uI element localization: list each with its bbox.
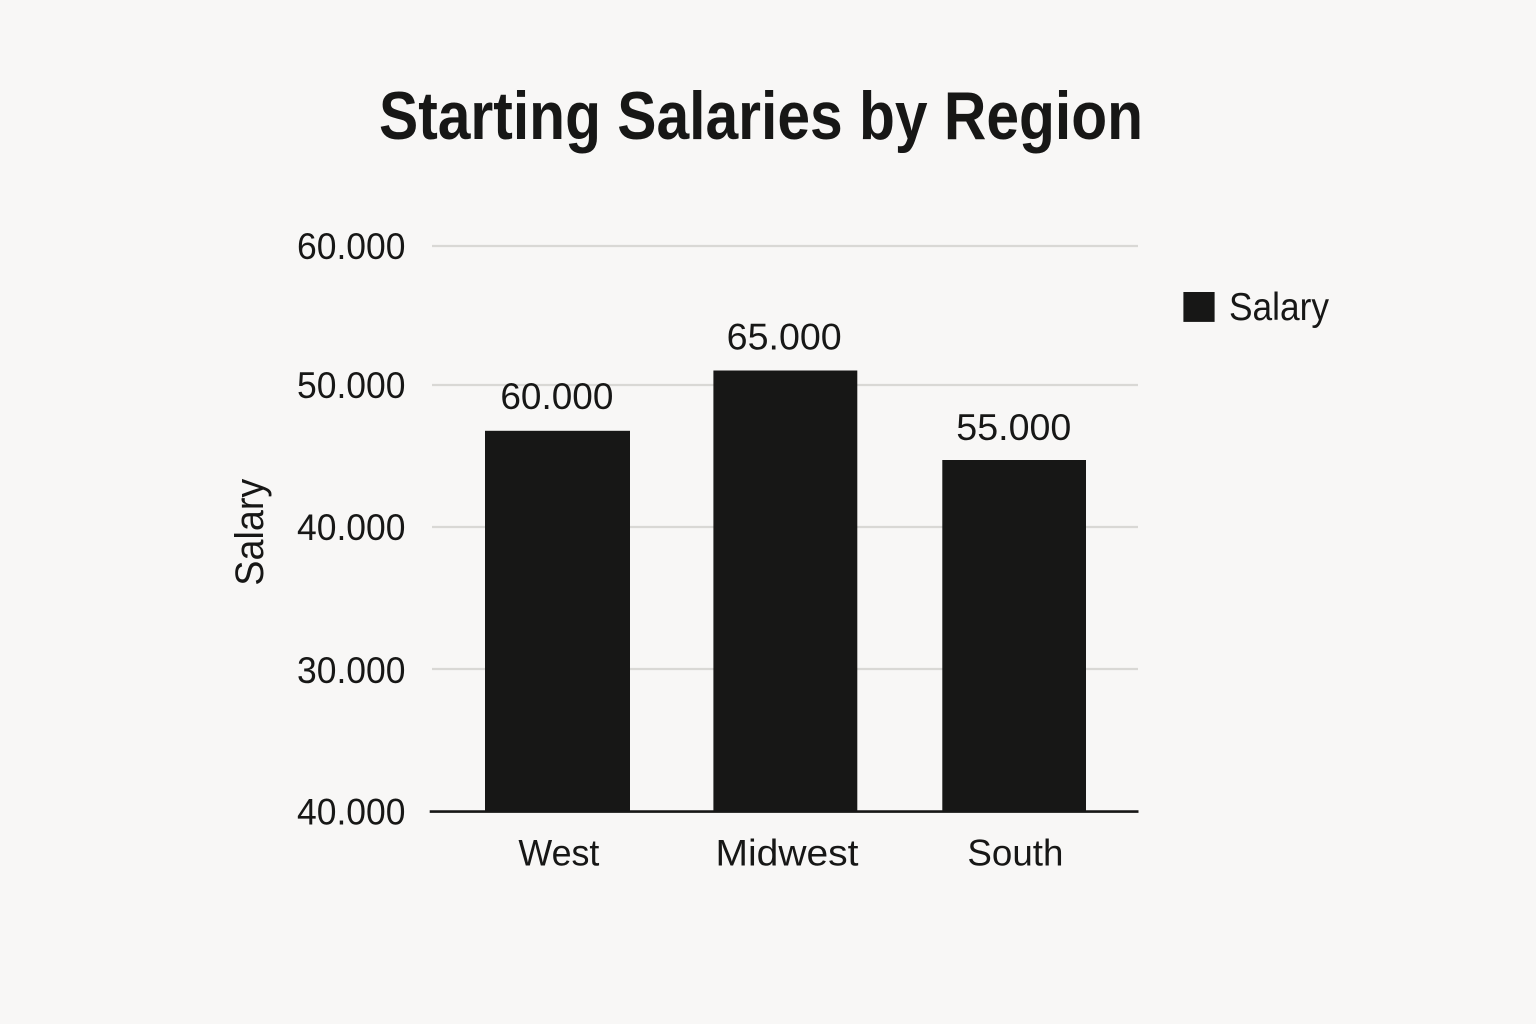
svg-text:60.000: 60.000 xyxy=(297,226,406,267)
svg-text:40.000: 40.000 xyxy=(297,792,406,833)
svg-text:Salary: Salary xyxy=(228,479,272,586)
svg-text:40.000: 40.000 xyxy=(297,507,406,548)
svg-text:Salary: Salary xyxy=(1229,286,1329,329)
svg-text:Starting Salaries by Region: Starting Salaries by Region xyxy=(379,78,1143,154)
svg-text:South: South xyxy=(967,832,1063,873)
svg-text:55.000: 55.000 xyxy=(956,407,1071,448)
svg-text:Midwest: Midwest xyxy=(716,832,860,873)
svg-text:West: West xyxy=(518,832,600,873)
svg-text:30.000: 30.000 xyxy=(297,650,406,691)
svg-text:60.000: 60.000 xyxy=(500,376,613,417)
svg-text:65.000: 65.000 xyxy=(727,316,842,357)
svg-text:50.000: 50.000 xyxy=(297,365,406,406)
